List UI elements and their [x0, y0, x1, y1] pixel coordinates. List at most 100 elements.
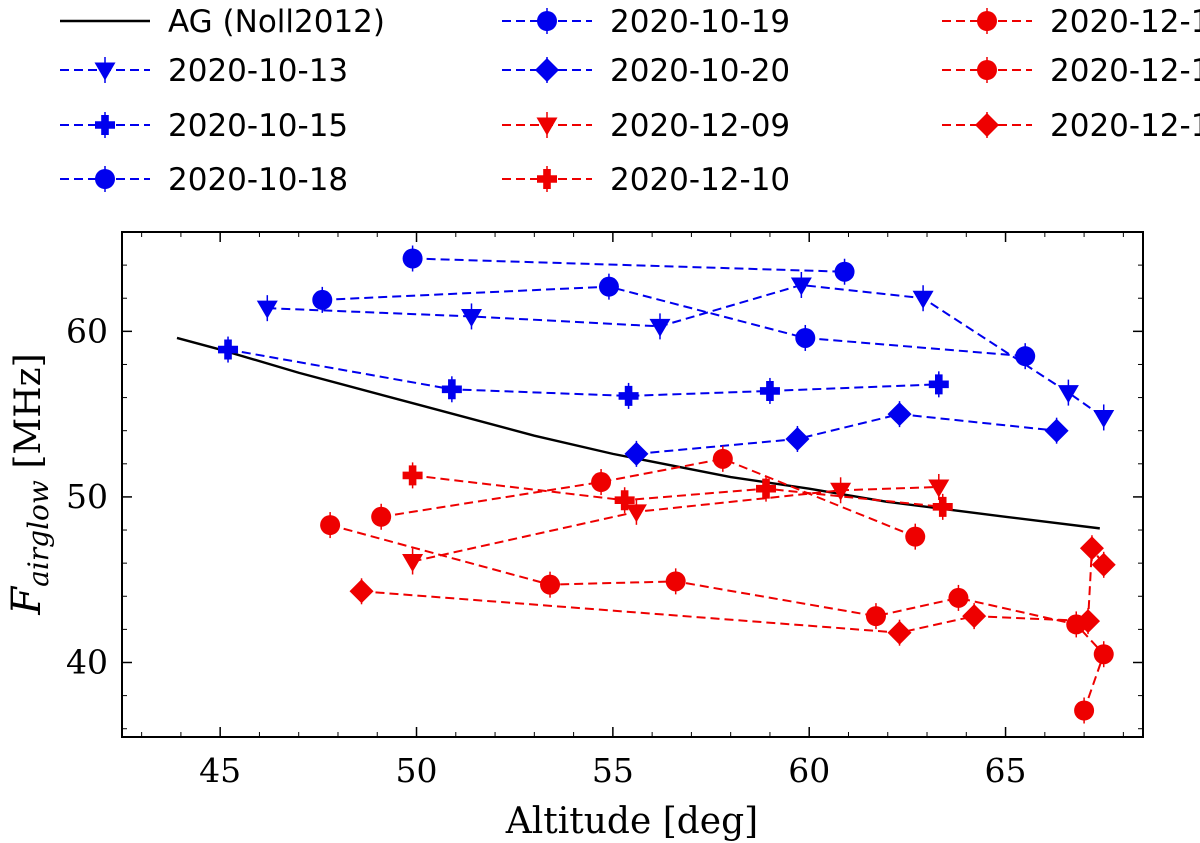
data-point	[928, 374, 949, 395]
data-point	[402, 465, 423, 486]
legend-marker	[536, 117, 558, 136]
legend-label: 2020-10-18	[168, 162, 348, 198]
data-point	[887, 402, 912, 427]
data-point	[948, 587, 969, 608]
legend-label: 2020-10-15	[168, 108, 348, 144]
data-point	[614, 490, 635, 511]
data-point	[830, 482, 852, 501]
data-point	[1093, 644, 1114, 665]
series-2020-12-10	[402, 462, 953, 520]
data-point	[460, 308, 482, 327]
data-point	[865, 606, 886, 627]
legend-marker	[977, 11, 997, 31]
legend-item: 2020-10-18	[60, 162, 348, 198]
legend-marker	[537, 11, 557, 31]
plot-frame	[121, 231, 1144, 738]
series-2020-10-15	[218, 336, 949, 409]
legend-item: 2020-10-19	[502, 4, 790, 40]
series-line	[412, 257, 845, 273]
data-point	[790, 277, 812, 296]
legend-marker	[95, 115, 115, 135]
plot-area: 45 50 55 60 65 40 50 60	[66, 231, 1144, 790]
legend-marker	[977, 60, 997, 80]
data-point	[1091, 552, 1116, 577]
y-tick-label: 60	[66, 311, 108, 350]
legend-item: 2020-10-13	[60, 53, 348, 89]
data-point	[756, 478, 777, 499]
data-point	[1079, 536, 1104, 561]
data-point	[618, 385, 639, 406]
legend-label: 2020-12-13	[1050, 53, 1200, 89]
series-2020-12-14	[349, 535, 1116, 646]
series-2020-12-09	[402, 473, 950, 575]
data-point	[928, 479, 950, 498]
axis-ticks: 45 50 55 60 65 40 50 60	[66, 232, 1143, 790]
series-line	[412, 485, 939, 563]
data-point	[932, 496, 953, 517]
data-point	[785, 426, 810, 451]
data-point	[402, 248, 423, 269]
x-tick-label: 45	[199, 751, 241, 790]
series-line	[381, 457, 916, 538]
data-point	[441, 379, 462, 400]
data-point	[1074, 700, 1095, 721]
legend-label: 2020-10-13	[168, 53, 348, 89]
y-tick-label: 40	[66, 642, 108, 681]
legend-marker	[94, 62, 116, 81]
data-point	[649, 318, 671, 337]
data-point	[371, 506, 392, 527]
data-point	[1076, 609, 1101, 634]
data-point	[905, 526, 926, 547]
data-point	[591, 472, 612, 493]
legend-marker	[95, 169, 115, 189]
legend-label: 2020-12-09	[610, 108, 790, 144]
data-point	[759, 380, 780, 401]
x-tick-label: 50	[396, 751, 438, 790]
data-point	[962, 604, 987, 629]
data-point	[795, 327, 816, 348]
series-2020-10-20	[624, 401, 1069, 467]
series-line	[412, 474, 943, 508]
legend-label: 2020-12-11	[1050, 4, 1200, 40]
y-tick-label: 50	[66, 477, 108, 516]
data-point	[598, 276, 619, 297]
legend-label: 2020-12-14	[1050, 108, 1200, 144]
legend-item: 2020-12-11	[942, 4, 1200, 40]
data-point	[1093, 409, 1115, 428]
series-layer	[176, 245, 1116, 724]
data-point	[1057, 385, 1079, 404]
data-point	[834, 261, 855, 282]
legend-item: 2020-12-09	[502, 108, 790, 144]
data-point	[887, 620, 912, 645]
legend-marker	[975, 113, 999, 137]
x-tick-label: 55	[592, 751, 634, 790]
legend-item: AG (Noll2012)	[60, 4, 385, 40]
series-2020-10-18	[312, 273, 1036, 370]
data-point	[256, 300, 278, 319]
series-line	[227, 348, 939, 397]
series-2020-12-13	[320, 512, 1114, 724]
series-2020-10-19	[402, 245, 855, 285]
legend-item: 2020-12-13	[942, 53, 1200, 89]
legend-label: 2020-10-20	[610, 53, 790, 89]
series-line	[176, 336, 1100, 530]
series-2020-10-13	[256, 271, 1115, 431]
y-axis-label-sub: airglow	[22, 480, 55, 587]
legend-marker	[535, 58, 559, 82]
x-axis-label: Altitude [deg]	[505, 801, 758, 842]
legend-label: AG (Noll2012)	[168, 4, 385, 40]
y-axis-label: Fairglow [MHz]	[4, 353, 55, 615]
data-point	[665, 571, 686, 592]
data-point	[1044, 418, 1069, 443]
series-ag-noll2012-	[176, 336, 1100, 530]
legend-item: 2020-10-15	[60, 108, 348, 144]
legend-item: 2020-10-20	[502, 53, 790, 89]
series-line	[322, 285, 1026, 358]
data-point	[624, 441, 649, 466]
y-axis-label-main: F	[4, 586, 50, 616]
data-point	[712, 448, 733, 469]
data-point	[625, 504, 647, 523]
legend-label: 2020-12-10	[610, 162, 790, 198]
series-line	[636, 413, 1057, 455]
